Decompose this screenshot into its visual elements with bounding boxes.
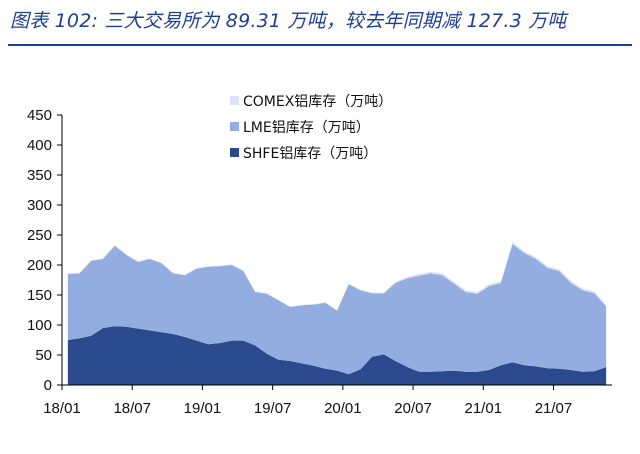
y-tick-label: 300 bbox=[27, 197, 52, 214]
x-tick-label: 20/07 bbox=[394, 400, 432, 417]
x-tick-label: 21/01 bbox=[465, 400, 503, 417]
legend-label: COMEX铝库存（万吨） bbox=[243, 94, 392, 110]
legend-swatch bbox=[230, 148, 239, 157]
title-underline bbox=[8, 44, 632, 46]
y-tick-label: 100 bbox=[27, 317, 52, 334]
legend-swatch bbox=[230, 122, 239, 131]
y-tick-label: 250 bbox=[27, 227, 52, 244]
chart-title: 图表 102: 三大交易所为 89.31 万吨，较去年同期减 127.3 万吨 bbox=[10, 10, 567, 32]
y-tick-label: 350 bbox=[27, 167, 52, 184]
legend-label: LME铝库存（万吨） bbox=[243, 120, 370, 136]
x-tick-label: 20/01 bbox=[324, 400, 362, 417]
x-tick-label: 19/07 bbox=[254, 400, 292, 417]
y-tick-label: 50 bbox=[35, 347, 52, 364]
legend-label: SHFE铝库存（万吨） bbox=[243, 146, 377, 162]
y-tick-label: 0 bbox=[44, 377, 52, 394]
y-tick-label: 400 bbox=[27, 137, 52, 154]
area-layer bbox=[67, 242, 607, 385]
legend: COMEX铝库存（万吨） LME铝库存（万吨） SHFE铝库存（万吨） bbox=[230, 94, 392, 162]
y-tick-label: 450 bbox=[27, 107, 52, 124]
x-tick-label: 18/07 bbox=[113, 400, 151, 417]
y-tick-label: 200 bbox=[27, 257, 52, 274]
area-series-1 bbox=[67, 244, 607, 375]
axes-layer: 0 50 100 150 200 250 300 350 400 450 18/01 18/07 19/… bbox=[27, 107, 612, 417]
legend-swatch bbox=[230, 96, 239, 105]
x-tick-label: 19/01 bbox=[184, 400, 222, 417]
x-tick-label: 21/07 bbox=[535, 400, 573, 417]
y-tick-label: 150 bbox=[27, 287, 52, 304]
x-tick-label: 18/01 bbox=[43, 400, 81, 417]
area-series-0 bbox=[67, 326, 607, 385]
